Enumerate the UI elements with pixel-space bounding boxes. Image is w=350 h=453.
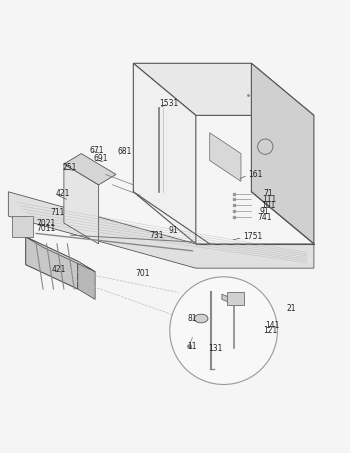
Text: 81: 81 [187,314,197,323]
Text: 1531: 1531 [159,99,178,108]
Polygon shape [251,63,314,244]
Polygon shape [8,192,314,268]
Text: 691: 691 [93,154,108,163]
Polygon shape [26,237,78,289]
Polygon shape [133,63,196,244]
Text: 111: 111 [262,195,277,204]
Text: 21: 21 [286,304,296,313]
Polygon shape [78,261,95,299]
Text: 11: 11 [187,342,197,351]
Text: 1751: 1751 [243,232,262,241]
Polygon shape [26,237,95,272]
Text: 141: 141 [265,321,280,330]
Text: 421: 421 [52,265,66,275]
Text: 711: 711 [50,208,64,217]
Text: 7021: 7021 [36,218,55,227]
Text: 701: 701 [135,269,149,278]
Text: 7011: 7011 [36,224,55,233]
Text: 671: 671 [90,145,104,154]
Polygon shape [64,154,116,185]
Bar [12,216,33,237]
Text: 71: 71 [264,189,273,198]
Text: 731: 731 [149,231,163,240]
Polygon shape [64,164,99,244]
Text: 131: 131 [208,343,222,352]
Polygon shape [210,133,241,181]
Text: 91: 91 [260,207,270,216]
Polygon shape [133,63,314,116]
Text: 421: 421 [55,189,70,198]
Text: 121: 121 [264,326,278,335]
Polygon shape [222,294,231,303]
Text: 101: 101 [261,201,276,210]
Ellipse shape [194,314,208,323]
Bar [227,293,244,304]
Circle shape [170,277,278,385]
Text: 161: 161 [248,170,262,179]
Text: 681: 681 [118,147,132,156]
Text: 91: 91 [168,226,178,235]
Text: 741: 741 [258,212,272,222]
Text: 251: 251 [62,163,77,172]
